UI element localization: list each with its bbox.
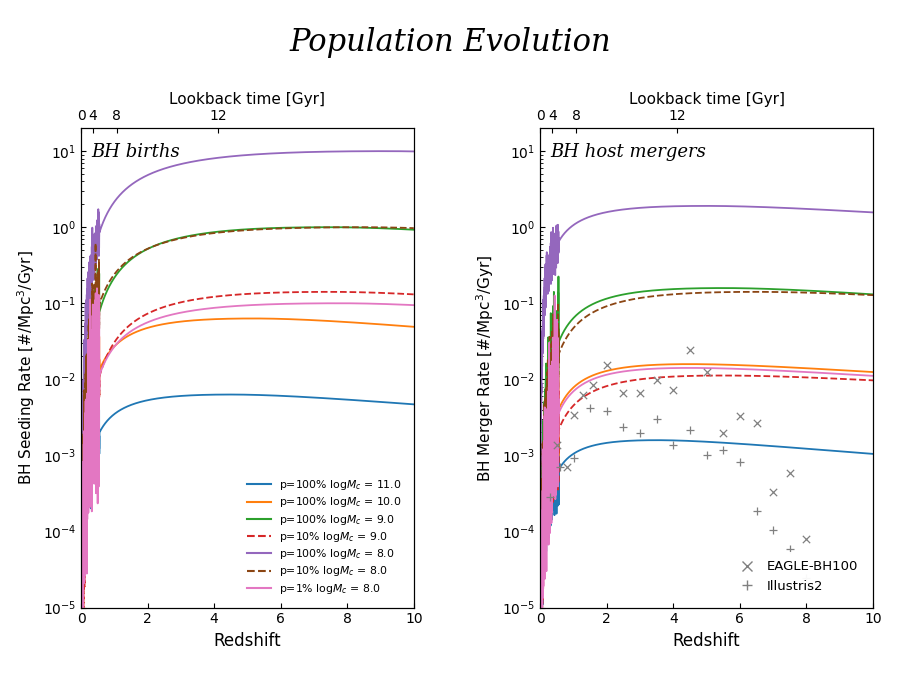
Point	[683, 345, 698, 356]
Point	[616, 387, 631, 398]
Point	[599, 406, 614, 416]
X-axis label: Lookback time [Gyr]: Lookback time [Gyr]	[169, 92, 326, 107]
Point	[583, 402, 598, 413]
Point	[566, 409, 580, 420]
Y-axis label: BH Merger Rate [#/Mpc$^3$/Gyr]: BH Merger Rate [#/Mpc$^3$/Gyr]	[474, 254, 496, 481]
Point	[766, 487, 780, 498]
Point	[599, 359, 614, 370]
Point	[550, 439, 564, 450]
Point	[716, 427, 731, 438]
Point	[699, 367, 714, 377]
Point	[633, 387, 647, 398]
Point	[799, 534, 814, 545]
Point	[683, 425, 698, 435]
Point	[699, 450, 714, 460]
Legend: p=100% log$M_c$ = 11.0, p=100% log$M_c$ = 10.0, p=100% log$M_c$ = 9.0, p=10% log: p=100% log$M_c$ = 11.0, p=100% log$M_c$ …	[240, 472, 409, 602]
Text: Population Evolution: Population Evolution	[289, 27, 611, 58]
Point	[586, 379, 600, 390]
Text: BH births: BH births	[91, 142, 180, 161]
Point	[733, 411, 747, 422]
Point	[750, 506, 764, 516]
X-axis label: Redshift: Redshift	[213, 632, 281, 650]
Point	[783, 468, 797, 479]
Point	[666, 385, 680, 396]
Point	[650, 375, 664, 385]
Point	[733, 456, 747, 467]
Point	[666, 440, 680, 451]
Point	[650, 414, 664, 425]
Legend: EAGLE-BH100, Illustris2: EAGLE-BH100, Illustris2	[729, 552, 867, 601]
Point	[766, 524, 780, 535]
Point	[783, 544, 797, 555]
Y-axis label: BH Seeding Rate [#/Mpc$^3$/Gyr]: BH Seeding Rate [#/Mpc$^3$/Gyr]	[15, 250, 37, 485]
X-axis label: Redshift: Redshift	[673, 632, 741, 650]
Point	[576, 389, 590, 400]
Point	[716, 444, 731, 455]
Point	[799, 572, 814, 583]
Point	[633, 427, 647, 438]
Point	[560, 462, 574, 472]
Text: BH host mergers: BH host mergers	[550, 142, 706, 161]
Point	[616, 421, 631, 432]
Point	[543, 491, 557, 502]
Point	[750, 418, 764, 429]
Point	[566, 453, 580, 464]
X-axis label: Lookback time [Gyr]: Lookback time [Gyr]	[628, 92, 785, 107]
Point	[553, 462, 567, 472]
